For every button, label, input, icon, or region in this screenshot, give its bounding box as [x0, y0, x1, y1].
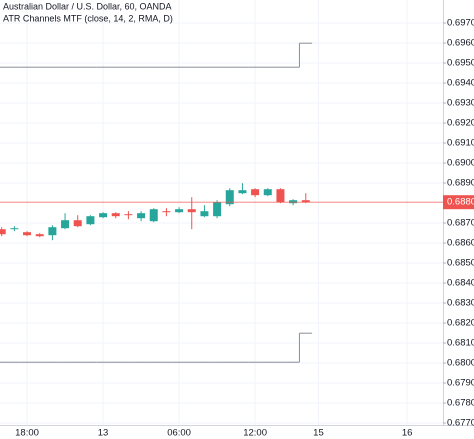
candle-body: [263, 189, 272, 196]
y-tick-label: 0.69700: [447, 18, 474, 29]
candle-body: [301, 200, 310, 203]
indicator-title: ATR Channels MTF (close, 14, 2, RMA, D): [3, 13, 173, 23]
candle-body: [175, 209, 184, 213]
x-tick-label: 18:00: [15, 428, 39, 439]
candle-body: [124, 214, 133, 216]
candle-body: [99, 213, 108, 218]
candle-body: [162, 211, 171, 213]
x-tick-label: 06:00: [167, 428, 191, 439]
x-tick-label: 16: [402, 428, 413, 439]
candle-body: [48, 227, 57, 236]
x-tick-label: 13: [98, 428, 109, 439]
candle-body: [23, 232, 32, 236]
candle-body: [276, 189, 285, 203]
plot-area: [0, 42, 313, 363]
candle-body: [238, 190, 247, 194]
candle-body: [0, 229, 6, 235]
candle-body: [111, 213, 120, 217]
candle-body: [73, 220, 82, 227]
candle-body: [149, 209, 158, 222]
candle-body: [187, 209, 196, 213]
x-tick-label: 15: [313, 428, 324, 439]
candle-body: [10, 228, 19, 230]
x-tick-label: 12:00: [243, 428, 267, 439]
chart-title: Australian Dollar / U.S. Dollar, 60, OAN…: [3, 1, 172, 11]
candle-body: [213, 202, 222, 217]
candle-body: [251, 189, 260, 196]
candle-body: [61, 220, 70, 229]
candle-body: [225, 190, 234, 205]
candle-body: [200, 211, 209, 217]
candle-body: [35, 234, 44, 237]
candle-body: [86, 216, 95, 225]
last-price-label: 0.68804: [447, 197, 474, 208]
candle-body: [289, 200, 298, 204]
candle-body: [137, 213, 146, 219]
last-price-box: [443, 195, 474, 210]
